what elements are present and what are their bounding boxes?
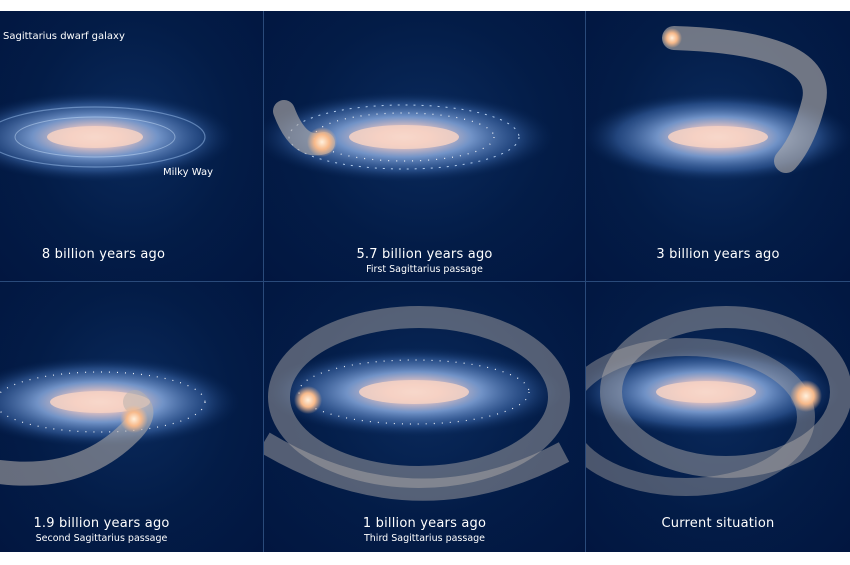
panel-caption: 1 billion years ago xyxy=(362,516,487,531)
panel-1-billion: 1 billion years ago Third Sagittarius pa… xyxy=(264,282,585,552)
dwarf-galaxy xyxy=(790,380,822,412)
panel-3-billion: 3 billion years ago xyxy=(586,11,850,281)
galaxy-illustration xyxy=(0,92,235,182)
panel-caption: 1.9 billion years ago xyxy=(33,516,170,531)
milky-way-label: Milky Way xyxy=(163,167,214,178)
galaxy-illustration xyxy=(264,306,570,501)
dwarf-galaxy xyxy=(662,28,682,48)
galaxy-illustration xyxy=(586,26,850,182)
panel-subcaption: First Sagittarius passage xyxy=(366,264,483,275)
galaxy-illustration xyxy=(586,306,850,496)
panel-subcaption: Second Sagittarius passage xyxy=(35,533,168,544)
panel-8-billion: Sagittarius dwarf galaxy Milky Way 8 bil… xyxy=(0,11,263,281)
panel-1-9-billion: 1.9 billion years ago Second Sagittarius… xyxy=(0,282,263,552)
galaxy-illustration xyxy=(264,92,554,182)
panel-current: Current situation xyxy=(586,282,850,552)
panel-caption: Current situation xyxy=(661,516,775,531)
panel-5-7-billion: 5.7 billion years ago First Sagittarius … xyxy=(264,11,585,281)
horizontal-divider xyxy=(0,281,850,282)
dwarf-galaxy xyxy=(307,127,337,157)
galaxy-evolution-figure: Sagittarius dwarf galaxy Milky Way 8 bil… xyxy=(0,11,850,552)
galaxy-illustration xyxy=(0,357,240,486)
dwarf-galaxy xyxy=(120,405,148,433)
panel-subcaption: Third Sagittarius passage xyxy=(363,533,486,544)
panel-caption: 5.7 billion years ago xyxy=(356,247,493,262)
dwarf-galaxy xyxy=(294,386,322,414)
dwarf-galaxy-label: Sagittarius dwarf galaxy xyxy=(3,31,125,42)
panel-caption: 3 billion years ago xyxy=(656,247,780,262)
panel-caption: 8 billion years ago xyxy=(41,247,166,262)
